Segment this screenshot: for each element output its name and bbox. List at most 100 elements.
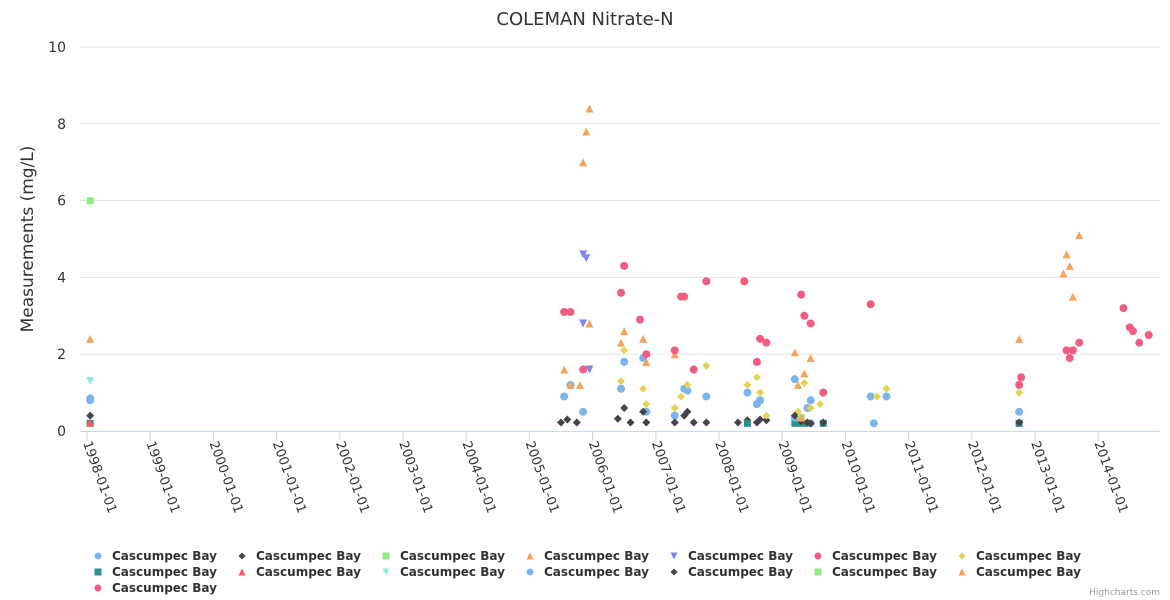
data-points bbox=[86, 104, 1153, 428]
data-point bbox=[791, 419, 799, 427]
legend-label: Cascumpec Bay bbox=[400, 549, 505, 563]
credits[interactable]: Highcharts.com bbox=[1089, 588, 1160, 598]
data-point bbox=[1068, 292, 1077, 301]
legend-symbol bbox=[958, 552, 966, 560]
data-point bbox=[670, 411, 679, 420]
data-point bbox=[756, 396, 765, 405]
data-point bbox=[743, 380, 752, 389]
data-point bbox=[752, 357, 761, 366]
chart-title: COLEMAN Nitrate-N bbox=[496, 9, 673, 30]
legend-symbol bbox=[382, 568, 390, 576]
x-tick-label: 1999-01-01 bbox=[142, 439, 182, 515]
data-point bbox=[790, 375, 799, 384]
data-point bbox=[740, 277, 749, 286]
legend-item[interactable]: Cascumpec Bay bbox=[238, 549, 362, 563]
data-point bbox=[86, 377, 95, 386]
y-axis-label: Measurements (mg/L) bbox=[18, 146, 38, 333]
data-point bbox=[1075, 231, 1084, 240]
legend-item[interactable]: Cascumpec Bay bbox=[94, 549, 218, 563]
data-point bbox=[560, 392, 569, 401]
data-point bbox=[800, 369, 809, 378]
x-tick-label: 2014-01-01 bbox=[1090, 439, 1130, 515]
data-point bbox=[1062, 346, 1071, 355]
data-point bbox=[680, 292, 689, 301]
data-point bbox=[743, 388, 752, 397]
grid-lines bbox=[80, 46, 1160, 355]
data-point bbox=[620, 346, 629, 355]
data-point bbox=[572, 418, 581, 427]
data-point bbox=[639, 407, 648, 416]
data-point bbox=[585, 104, 594, 113]
data-point bbox=[639, 384, 648, 393]
legend-label: Cascumpec Bay bbox=[688, 549, 793, 563]
legend-label: Cascumpec Bay bbox=[688, 565, 793, 579]
legend-symbol bbox=[382, 552, 390, 560]
data-point bbox=[560, 365, 569, 374]
data-point bbox=[579, 158, 588, 167]
data-point bbox=[1015, 388, 1024, 397]
data-point bbox=[582, 127, 591, 136]
legend-label: Cascumpec Bay bbox=[400, 565, 505, 579]
legend-label: Cascumpec Bay bbox=[112, 549, 217, 563]
legend-symbol bbox=[814, 568, 822, 576]
data-point bbox=[620, 261, 629, 270]
legend-symbol bbox=[526, 568, 534, 576]
legend-symbol bbox=[814, 552, 822, 560]
data-point bbox=[756, 388, 765, 397]
legend-item[interactable]: Cascumpec Bay bbox=[382, 549, 506, 563]
legend-item[interactable]: Cascumpec Bay bbox=[238, 565, 362, 579]
data-point bbox=[670, 403, 679, 412]
x-tick-label: 2003-01-01 bbox=[395, 439, 435, 515]
data-point bbox=[1068, 346, 1077, 355]
series-14 bbox=[1015, 304, 1153, 389]
data-point bbox=[873, 392, 881, 401]
data-point bbox=[790, 411, 799, 420]
legend-item[interactable]: Cascumpec Bay bbox=[670, 549, 794, 563]
data-point bbox=[677, 392, 686, 401]
data-point bbox=[620, 327, 629, 336]
legend-item[interactable]: Cascumpec Bay bbox=[958, 565, 1082, 579]
data-point bbox=[800, 379, 809, 387]
series-13 bbox=[794, 231, 1084, 422]
data-point bbox=[1065, 261, 1074, 270]
data-point bbox=[642, 418, 651, 427]
y-tick-label: 4 bbox=[57, 270, 66, 286]
y-tick-label: 0 bbox=[57, 424, 66, 440]
data-point bbox=[1135, 338, 1144, 347]
legend-item[interactable]: Cascumpec Bay bbox=[526, 565, 650, 579]
legend-label: Cascumpec Bay bbox=[112, 565, 217, 579]
legend-item[interactable]: Cascumpec Bay bbox=[958, 549, 1082, 563]
data-point bbox=[579, 365, 588, 374]
data-point bbox=[806, 396, 815, 405]
legend-item[interactable]: Cascumpec Bay bbox=[94, 565, 218, 579]
legend-label: Cascumpec Bay bbox=[976, 549, 1081, 563]
data-point bbox=[582, 254, 591, 263]
data-point bbox=[626, 418, 635, 427]
legend-item[interactable]: Cascumpec Bay bbox=[670, 565, 794, 579]
data-point bbox=[1128, 327, 1137, 336]
data-point bbox=[1075, 338, 1084, 347]
legend-item[interactable]: Cascumpec Bay bbox=[814, 549, 938, 563]
legend-label: Cascumpec Bay bbox=[256, 549, 361, 563]
legend-symbol bbox=[238, 552, 246, 560]
data-point bbox=[869, 419, 878, 428]
x-tick-label: 2013-01-01 bbox=[1027, 439, 1067, 515]
legend-item[interactable]: Cascumpec Bay bbox=[382, 565, 506, 579]
x-tick-label: 2008-01-01 bbox=[711, 439, 751, 515]
data-point bbox=[702, 418, 711, 427]
data-point bbox=[683, 380, 692, 389]
legend-symbol bbox=[670, 552, 678, 560]
data-point bbox=[762, 338, 771, 347]
legend-item[interactable]: Cascumpec Bay bbox=[814, 565, 938, 579]
data-point bbox=[752, 373, 761, 382]
data-point bbox=[86, 334, 95, 343]
legend-item[interactable]: Cascumpec Bay bbox=[526, 549, 650, 563]
data-point bbox=[585, 319, 594, 328]
y-axis-ticks: 0 2 4 6 8 10 bbox=[48, 40, 66, 440]
data-point bbox=[585, 365, 594, 374]
data-point bbox=[689, 418, 698, 427]
legend-item[interactable]: Cascumpec Bay bbox=[94, 581, 218, 595]
data-point bbox=[882, 384, 891, 393]
data-point bbox=[756, 415, 765, 424]
